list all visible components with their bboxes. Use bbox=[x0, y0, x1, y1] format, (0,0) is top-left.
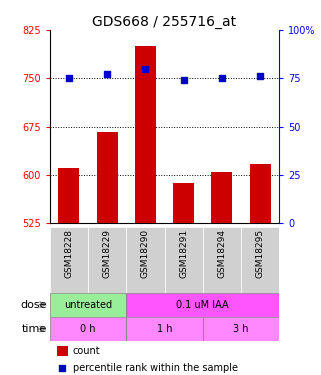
Text: GSM18229: GSM18229 bbox=[103, 229, 112, 278]
Point bbox=[181, 77, 186, 83]
Bar bbox=[164, 227, 203, 292]
Bar bbox=[250, 164, 271, 223]
Text: time: time bbox=[21, 324, 47, 334]
Text: untreated: untreated bbox=[64, 300, 112, 310]
Text: 0.1 uM IAA: 0.1 uM IAA bbox=[177, 300, 229, 310]
Bar bbox=[50, 317, 126, 341]
Bar bbox=[97, 132, 118, 223]
Bar bbox=[56, 346, 68, 356]
Point bbox=[257, 74, 263, 80]
Bar bbox=[211, 172, 232, 223]
Text: GSM18295: GSM18295 bbox=[256, 229, 265, 278]
Bar bbox=[50, 227, 88, 292]
Text: 1 h: 1 h bbox=[157, 324, 172, 334]
Text: 3 h: 3 h bbox=[233, 324, 249, 334]
Bar bbox=[126, 292, 279, 317]
Bar bbox=[126, 317, 203, 341]
Text: GSM18294: GSM18294 bbox=[217, 229, 226, 278]
Text: count: count bbox=[73, 346, 100, 356]
Bar bbox=[126, 227, 164, 292]
Bar bbox=[241, 227, 279, 292]
Bar bbox=[58, 168, 79, 223]
Point bbox=[219, 75, 224, 81]
Bar bbox=[50, 292, 126, 317]
Text: GSM18291: GSM18291 bbox=[179, 229, 188, 278]
Bar bbox=[173, 183, 194, 223]
Bar bbox=[135, 46, 156, 223]
Text: GSM18228: GSM18228 bbox=[65, 229, 74, 278]
Title: GDS668 / 255716_at: GDS668 / 255716_at bbox=[92, 15, 237, 29]
Text: percentile rank within the sample: percentile rank within the sample bbox=[73, 363, 238, 373]
Bar bbox=[203, 227, 241, 292]
Bar bbox=[203, 317, 279, 341]
Point bbox=[143, 66, 148, 72]
Text: dose: dose bbox=[20, 300, 47, 310]
Text: GSM18290: GSM18290 bbox=[141, 229, 150, 278]
Point bbox=[60, 364, 65, 370]
Bar bbox=[88, 227, 126, 292]
Point bbox=[66, 75, 72, 81]
Point bbox=[105, 71, 110, 77]
Text: 0 h: 0 h bbox=[80, 324, 96, 334]
